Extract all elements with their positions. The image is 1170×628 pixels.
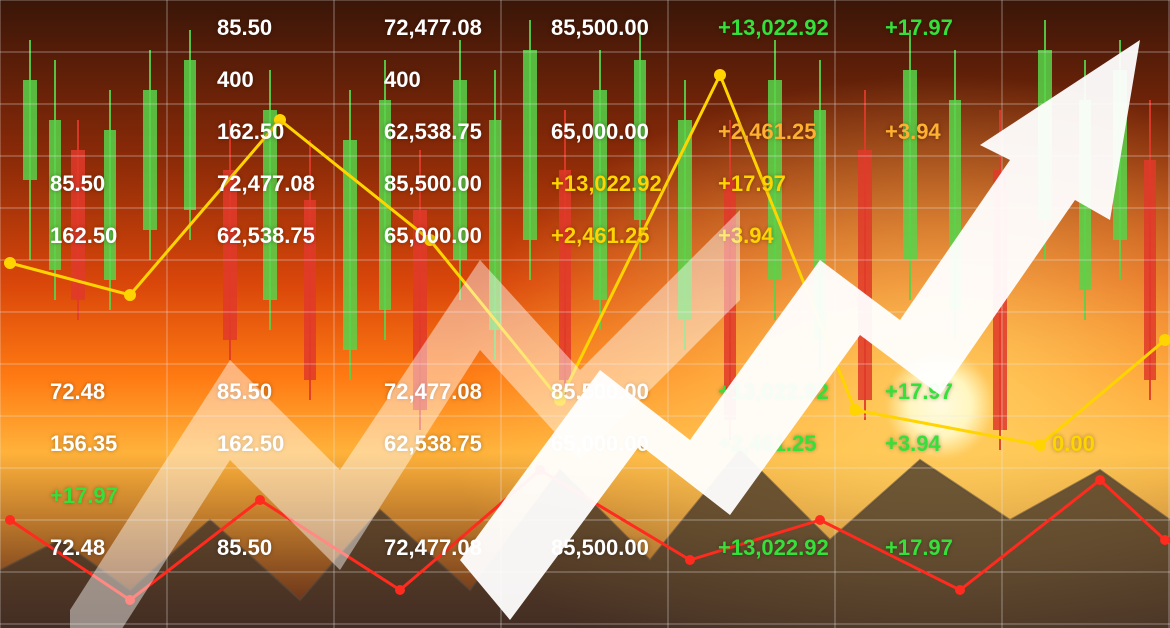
trend-arrow-icon (0, 0, 1170, 628)
stock-chart-composite: 85.5072,477.0885,500.00+13,022.92+17.974… (0, 0, 1170, 628)
